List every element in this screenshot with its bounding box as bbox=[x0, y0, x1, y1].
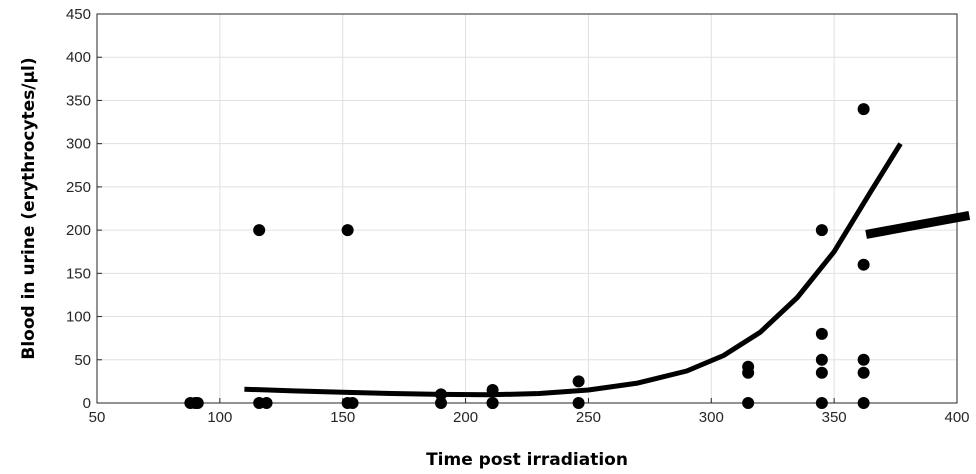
data-point bbox=[815, 397, 828, 409]
data-point bbox=[260, 397, 273, 409]
y-tick-label: 100 bbox=[66, 309, 91, 326]
data-point bbox=[742, 366, 755, 379]
y-tick-label: 400 bbox=[66, 49, 91, 66]
data-point bbox=[341, 224, 354, 237]
data-point bbox=[815, 353, 828, 366]
data-points bbox=[184, 103, 870, 409]
data-point bbox=[191, 397, 204, 409]
grid-lines bbox=[96, 13, 958, 404]
x-tick-label: 100 bbox=[207, 409, 232, 426]
data-point bbox=[572, 375, 585, 388]
x-tick-label: 150 bbox=[330, 409, 355, 426]
y-tick-label: 250 bbox=[66, 179, 91, 196]
data-point bbox=[815, 366, 828, 379]
data-point bbox=[486, 384, 499, 397]
fit-curves bbox=[244, 142, 971, 398]
data-point bbox=[857, 258, 870, 271]
data-point bbox=[742, 397, 755, 409]
y-tick-label: 50 bbox=[74, 352, 91, 369]
fit-curve-line bbox=[244, 142, 903, 398]
x-axis-title: Time post irradiation bbox=[426, 450, 628, 470]
y-axis-title: Blood in urine (erythrocytes/µl) bbox=[19, 57, 39, 359]
y-tick-label: 150 bbox=[66, 265, 91, 282]
y-tick-label: 350 bbox=[66, 92, 91, 109]
y-tick-label: 0 bbox=[83, 395, 91, 412]
data-point bbox=[815, 224, 828, 237]
data-point bbox=[572, 397, 585, 409]
data-point bbox=[857, 397, 870, 409]
x-tick-label: 200 bbox=[453, 409, 478, 426]
y-tick-label: 450 bbox=[66, 6, 91, 23]
data-point bbox=[857, 366, 870, 379]
data-point bbox=[815, 327, 828, 340]
x-tick-label: 400 bbox=[944, 409, 969, 426]
data-point bbox=[346, 397, 359, 409]
data-point bbox=[253, 224, 266, 237]
data-point bbox=[857, 353, 870, 366]
fit-segment-line bbox=[865, 210, 971, 239]
x-tick-label: 250 bbox=[576, 409, 601, 426]
data-point bbox=[435, 397, 447, 409]
y-tick-label: 300 bbox=[66, 136, 91, 153]
x-tick-label: 50 bbox=[89, 409, 106, 426]
y-axis-ticks: 0 50 100 150 200 250 300 350 400 450 bbox=[66, 6, 102, 412]
x-tick-label: 300 bbox=[699, 409, 724, 426]
y-tick-label: 200 bbox=[66, 222, 91, 239]
x-tick-label: 350 bbox=[822, 409, 847, 426]
x-axis-ticks: 50 100 150 200 250 300 350 400 bbox=[89, 398, 970, 426]
plot-frame bbox=[96, 13, 958, 404]
data-point bbox=[857, 103, 870, 116]
data-point bbox=[435, 388, 447, 401]
data-point bbox=[486, 397, 499, 409]
